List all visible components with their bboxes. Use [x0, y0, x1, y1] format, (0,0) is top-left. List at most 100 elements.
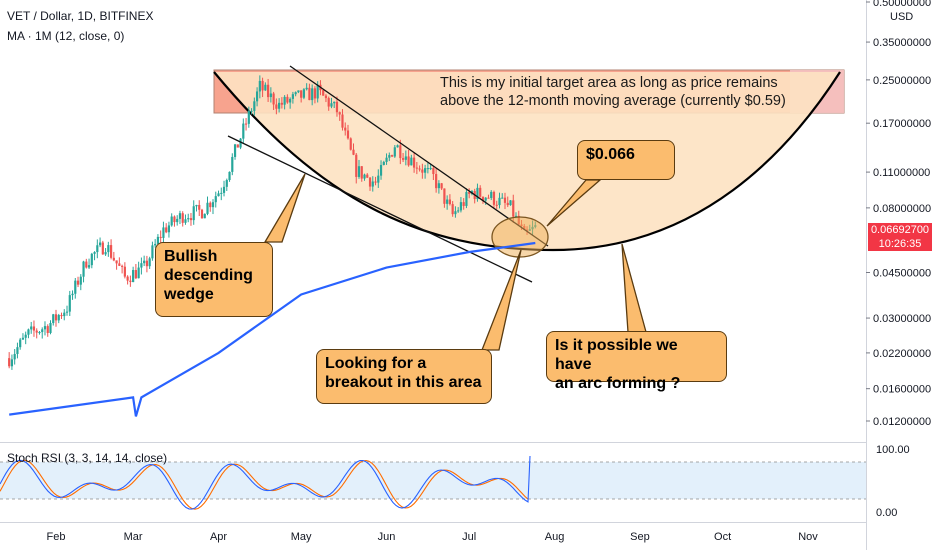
candle-body	[151, 245, 154, 259]
candle-body	[98, 242, 102, 246]
candle-body	[316, 84, 319, 99]
candle-body	[302, 89, 306, 98]
candle-body	[233, 144, 237, 157]
candle-body	[112, 257, 115, 261]
candle-body	[68, 295, 71, 312]
candle-body	[363, 174, 366, 179]
candle-body	[19, 339, 22, 348]
y-axis[interactable]: 0.50000000 0.35000000 0.25000000 0.17000000…	[866, 0, 931, 428]
candle-body	[410, 157, 413, 166]
y-tick-label: 0.17000000	[873, 118, 931, 130]
candle-body	[253, 101, 256, 111]
candle-body	[107, 245, 110, 253]
arc-callout: Is it possible we have an arc forming ?	[546, 331, 727, 392]
breakout-callout-pointer	[481, 249, 522, 351]
candle-body	[57, 315, 60, 321]
candle-body	[239, 138, 242, 148]
candle-body	[283, 96, 286, 105]
ma-12m-line	[9, 241, 536, 417]
candle-body	[457, 210, 460, 212]
candle-body	[126, 276, 129, 281]
candle-body	[236, 144, 239, 148]
candle-body	[90, 253, 93, 266]
candle-body	[346, 130, 350, 139]
arc-fill	[214, 72, 840, 250]
candle-body	[24, 334, 27, 338]
candle-body	[41, 329, 44, 333]
symbol-title[interactable]: VET / Dollar, 1D, BITFINEX	[7, 9, 154, 23]
x-tick-label: May	[291, 531, 312, 543]
candle-body	[476, 187, 479, 200]
candle-body	[305, 87, 308, 90]
candle-body	[137, 267, 140, 279]
candle-body	[501, 197, 504, 199]
candle-body	[503, 197, 507, 203]
y-tick-label: 0.50000000	[873, 0, 931, 9]
candle-body	[165, 227, 168, 233]
wedge-callout: Bullish descending wedge	[155, 242, 273, 317]
candle-body	[506, 202, 509, 206]
rsi-tick-0: 0.00	[876, 507, 897, 519]
candle-body	[85, 261, 88, 268]
candle-body	[272, 93, 275, 105]
candle-body	[432, 168, 435, 175]
candle-body	[220, 192, 223, 194]
rsi-indicator-title[interactable]: Stoch RSI (3, 3, 14, 14, close)	[7, 451, 168, 465]
candle-body	[382, 161, 385, 165]
candle-body	[313, 88, 317, 99]
candle-body	[297, 90, 300, 93]
candle-body	[280, 102, 283, 105]
candle-body	[512, 200, 515, 217]
y-tick-label: 0.25000000	[873, 75, 931, 87]
candle-body	[509, 200, 512, 206]
x-tick-label: Jul	[462, 531, 476, 543]
target-note: This is my initial target area as long a…	[440, 75, 786, 109]
candle-body	[462, 202, 465, 206]
candle-body	[412, 157, 416, 168]
candle-body	[242, 123, 245, 139]
x-axis[interactable]: Feb Mar Apr May Jun Jul Aug Sep Oct Nov	[47, 531, 819, 543]
x-tick-label: Aug	[545, 531, 565, 543]
candle-body	[407, 156, 410, 166]
candle-body	[209, 202, 212, 208]
candles	[8, 75, 537, 370]
candle-body	[27, 329, 30, 335]
candle-body	[291, 94, 294, 99]
candle-body	[479, 187, 482, 197]
candle-body	[261, 80, 264, 91]
candle-body	[481, 196, 485, 201]
candle-body	[355, 154, 358, 177]
x-tick-label: Jun	[378, 531, 396, 543]
candle-body	[244, 123, 248, 125]
candle-body	[143, 260, 146, 264]
candle-body	[38, 332, 41, 334]
x-tick-label: Nov	[798, 531, 818, 543]
candle-body	[490, 191, 493, 198]
wedge-callout-pointer	[263, 173, 306, 243]
y-tick-label: 0.01600000	[873, 384, 931, 396]
candle-body	[206, 202, 209, 214]
candle-body	[421, 169, 424, 173]
ma-indicator-title[interactable]: MA · 1M (12, close, 0)	[7, 29, 125, 43]
candle-body	[415, 167, 418, 169]
candle-body	[211, 202, 215, 208]
candle-body	[30, 326, 33, 330]
candle-body	[300, 90, 303, 98]
candle-body	[437, 183, 440, 189]
candle-body	[324, 95, 328, 99]
candle-body	[134, 270, 137, 279]
y-tick-label: 0.08000000	[873, 203, 931, 215]
candle-body	[76, 280, 80, 285]
candle-body	[109, 245, 113, 258]
x-tick-label: Oct	[714, 531, 731, 543]
candle-body	[368, 177, 372, 187]
candle-body	[129, 280, 132, 283]
candle-body	[101, 242, 104, 255]
arc-callout-pointer	[621, 243, 647, 333]
candle-body	[87, 265, 91, 268]
candle-body	[93, 252, 96, 254]
candle-body	[264, 84, 267, 91]
candle-body	[286, 96, 289, 103]
